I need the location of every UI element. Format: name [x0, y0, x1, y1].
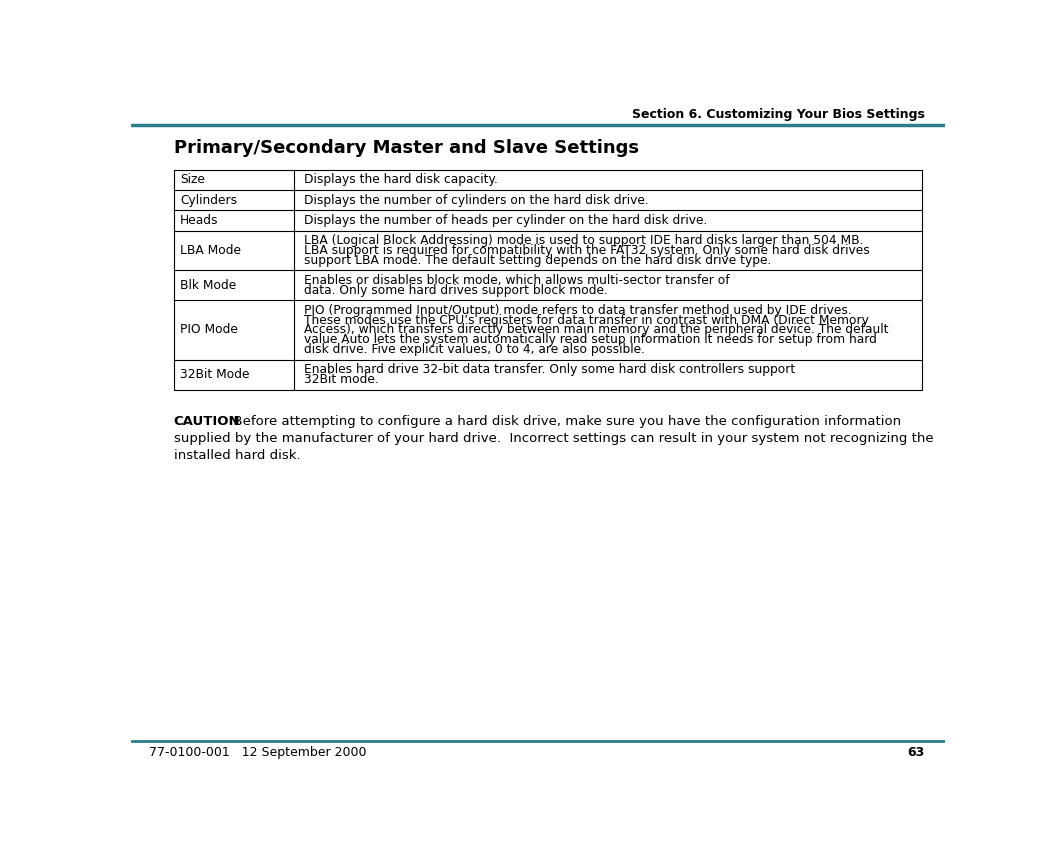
Bar — [173, 170, 922, 390]
Text: Displays the hard disk capacity.: Displays the hard disk capacity. — [303, 174, 498, 186]
Text: value Auto lets the system automatically read setup information it needs for set: value Auto lets the system automatically… — [303, 333, 877, 346]
Text: installed hard disk.: installed hard disk. — [173, 449, 300, 462]
Text: 32Bit mode.: 32Bit mode. — [303, 373, 378, 386]
Text: Cylinders: Cylinders — [181, 194, 237, 207]
Text: disk drive. Five explicit values, 0 to 4, are also possible.: disk drive. Five explicit values, 0 to 4… — [303, 343, 645, 356]
Text: Displays the number of cylinders on the hard disk drive.: Displays the number of cylinders on the … — [303, 194, 649, 207]
Text: support LBA mode. The default setting depends on the hard disk drive type.: support LBA mode. The default setting de… — [303, 254, 771, 267]
Text: Primary/Secondary Master and Slave Settings: Primary/Secondary Master and Slave Setti… — [173, 139, 638, 156]
Text: 32Bit Mode: 32Bit Mode — [181, 369, 250, 381]
Text: Before attempting to configure a hard disk drive, make sure you have the configu: Before attempting to configure a hard di… — [225, 415, 901, 428]
Text: Heads: Heads — [181, 214, 218, 227]
Text: Enables or disables block mode, which allows multi-sector transfer of: Enables or disables block mode, which al… — [303, 274, 730, 287]
Text: Blk Mode: Blk Mode — [181, 279, 236, 292]
Text: LBA Mode: LBA Mode — [181, 244, 242, 257]
Text: PIO (Programmed Input/Output) mode refers to data transfer method used by IDE dr: PIO (Programmed Input/Output) mode refer… — [303, 304, 852, 317]
Text: LBA support is required for compatibility with the FAT32 system. Only some hard : LBA support is required for compatibilit… — [303, 244, 869, 257]
Text: 63: 63 — [907, 746, 925, 759]
Text: PIO Mode: PIO Mode — [181, 323, 238, 337]
Text: Size: Size — [181, 174, 205, 186]
Text: Section 6. Customizing Your Bios Settings: Section 6. Customizing Your Bios Setting… — [632, 108, 925, 121]
Text: data. Only some hard drives support block mode.: data. Only some hard drives support bloc… — [303, 284, 608, 297]
Text: Enables hard drive 32-bit data transfer. Only some hard disk controllers support: Enables hard drive 32-bit data transfer.… — [303, 363, 795, 376]
Text: Displays the number of heads per cylinder on the hard disk drive.: Displays the number of heads per cylinde… — [303, 214, 707, 227]
Text: supplied by the manufacturer of your hard drive.  Incorrect settings can result : supplied by the manufacturer of your har… — [173, 432, 933, 445]
Text: 77-0100-001   12 September 2000: 77-0100-001 12 September 2000 — [149, 746, 366, 759]
Text: Access), which transfers directly between main memory and the peripheral device.: Access), which transfers directly betwee… — [303, 323, 888, 337]
Text: LBA (Logical Block Addressing) mode is used to support IDE hard disks larger tha: LBA (Logical Block Addressing) mode is u… — [303, 234, 863, 247]
Text: CAUTION: CAUTION — [173, 415, 240, 428]
Text: These modes use the CPU’s registers for data transfer in contrast with DMA (Dire: These modes use the CPU’s registers for … — [303, 314, 868, 327]
